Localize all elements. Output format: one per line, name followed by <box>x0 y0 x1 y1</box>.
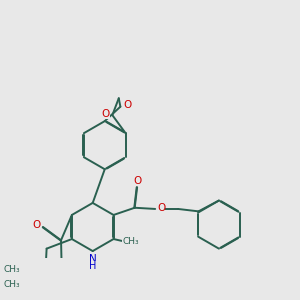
Text: H: H <box>89 261 96 271</box>
Text: O: O <box>32 220 41 230</box>
Text: N: N <box>89 254 97 264</box>
Text: O: O <box>134 176 142 186</box>
Text: O: O <box>101 109 110 119</box>
Text: CH₃: CH₃ <box>123 237 139 246</box>
Text: O: O <box>123 100 131 110</box>
Text: O: O <box>157 203 165 213</box>
Text: CH₃: CH₃ <box>3 280 20 289</box>
Text: CH₃: CH₃ <box>3 265 20 274</box>
